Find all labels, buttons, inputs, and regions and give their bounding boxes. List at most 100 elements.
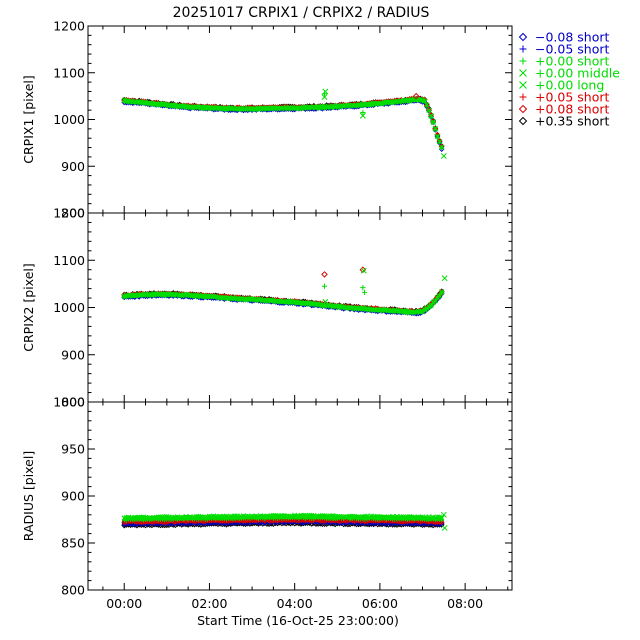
chart-title: 20251017 CRPIX1 / CRPIX2 / RADIUS bbox=[173, 5, 430, 21]
data-point bbox=[364, 517, 370, 522]
y-tick-label: 1000 bbox=[53, 112, 85, 127]
data-point bbox=[416, 310, 421, 315]
data-point bbox=[305, 515, 310, 520]
data-point bbox=[337, 305, 342, 311]
data-point bbox=[254, 106, 259, 111]
data-point bbox=[349, 513, 355, 519]
data-point bbox=[141, 292, 146, 297]
data-point bbox=[433, 298, 438, 303]
data-point bbox=[234, 516, 240, 521]
y-tick-label: 900 bbox=[61, 159, 85, 174]
data-point bbox=[239, 296, 244, 301]
data-point bbox=[121, 519, 128, 526]
data-point bbox=[145, 293, 150, 298]
data-point bbox=[239, 106, 244, 111]
data-point bbox=[277, 106, 282, 111]
data-point bbox=[428, 303, 434, 309]
data-point bbox=[381, 516, 387, 521]
x-axis-label: Start Time (16-Oct-25 23:00:00) bbox=[197, 613, 399, 628]
data-point-outlier bbox=[322, 298, 329, 305]
data-point bbox=[309, 512, 315, 519]
data-point bbox=[256, 516, 261, 522]
data-point bbox=[162, 293, 167, 298]
data-point bbox=[422, 98, 427, 104]
data-point bbox=[160, 102, 165, 107]
data-point bbox=[213, 517, 219, 522]
data-point bbox=[175, 292, 180, 297]
data-point bbox=[298, 300, 304, 305]
data-point bbox=[379, 101, 385, 106]
y-tick-label: 1200 bbox=[53, 206, 85, 221]
data-point bbox=[430, 516, 436, 522]
data-point bbox=[128, 99, 133, 104]
data-point bbox=[209, 516, 214, 522]
data-point bbox=[403, 516, 408, 522]
data-point bbox=[437, 140, 442, 145]
legend-label: +0.35 short bbox=[535, 114, 610, 129]
y-tick-label: 1100 bbox=[53, 65, 85, 80]
data-point bbox=[279, 106, 285, 111]
data-point bbox=[232, 513, 238, 519]
data-point bbox=[171, 292, 176, 297]
y-tick-label: 1000 bbox=[53, 395, 85, 410]
data-point bbox=[185, 105, 191, 110]
data-point bbox=[202, 106, 208, 111]
data-point bbox=[256, 297, 261, 303]
legend-symbol bbox=[518, 32, 528, 42]
legend-item: +0.00 middle bbox=[519, 66, 620, 81]
data-point bbox=[209, 106, 214, 111]
data-point bbox=[337, 515, 342, 521]
data-point bbox=[237, 297, 242, 302]
data-point bbox=[439, 518, 444, 523]
data-point bbox=[435, 295, 440, 301]
data-point bbox=[439, 145, 444, 150]
data-point bbox=[347, 517, 353, 522]
y-tick-label: 800 bbox=[61, 583, 85, 598]
data-point bbox=[426, 108, 432, 113]
data-point bbox=[398, 514, 404, 520]
data-point bbox=[367, 102, 372, 108]
data-point bbox=[220, 106, 225, 111]
data-point-outlier bbox=[440, 511, 447, 518]
y-axis-label: CRPIX1 [pixel] bbox=[21, 75, 36, 163]
legend-symbol bbox=[519, 45, 527, 53]
data-point bbox=[128, 294, 133, 299]
data-point bbox=[258, 298, 263, 304]
data-point bbox=[326, 303, 331, 308]
data-point bbox=[437, 292, 442, 298]
data-point bbox=[207, 516, 212, 521]
data-point bbox=[384, 517, 389, 522]
data-point-outlier bbox=[441, 275, 448, 282]
data-point bbox=[153, 516, 159, 522]
data-point bbox=[269, 515, 274, 520]
data-point bbox=[303, 301, 308, 306]
data-point bbox=[300, 515, 306, 520]
panel-radius: 800 850 900 950 1000 RADIUS [pixel] 00:00 02:00… bbox=[21, 395, 513, 611]
data-point bbox=[151, 292, 157, 297]
data-points bbox=[121, 266, 448, 317]
data-point bbox=[141, 101, 146, 106]
data-point bbox=[260, 516, 265, 521]
legend-label: +0.00 short bbox=[535, 54, 610, 69]
data-point bbox=[433, 127, 438, 133]
data-point bbox=[173, 103, 178, 108]
data-point bbox=[213, 105, 219, 111]
data-point bbox=[426, 518, 432, 523]
y-tick-label: 900 bbox=[61, 489, 85, 504]
data-point bbox=[358, 307, 363, 312]
data-point bbox=[134, 517, 140, 522]
data-point bbox=[262, 299, 268, 304]
data-point bbox=[347, 305, 353, 311]
data-point bbox=[173, 516, 178, 521]
panel-crpix2: 800 900 1000 1100 1200 CRPIX2 [pixel] bbox=[21, 206, 513, 410]
legend-label: +0.05 short bbox=[535, 90, 610, 105]
panel-frame bbox=[87, 25, 513, 214]
data-point-outlier bbox=[360, 109, 366, 116]
legend-item: +0.00 long bbox=[519, 78, 604, 93]
x-tick-label: 06:00 bbox=[362, 596, 398, 611]
data-points bbox=[121, 88, 447, 159]
data-point bbox=[435, 134, 440, 140]
data-point bbox=[275, 516, 280, 521]
data-point bbox=[394, 309, 400, 314]
data-point bbox=[413, 309, 419, 315]
